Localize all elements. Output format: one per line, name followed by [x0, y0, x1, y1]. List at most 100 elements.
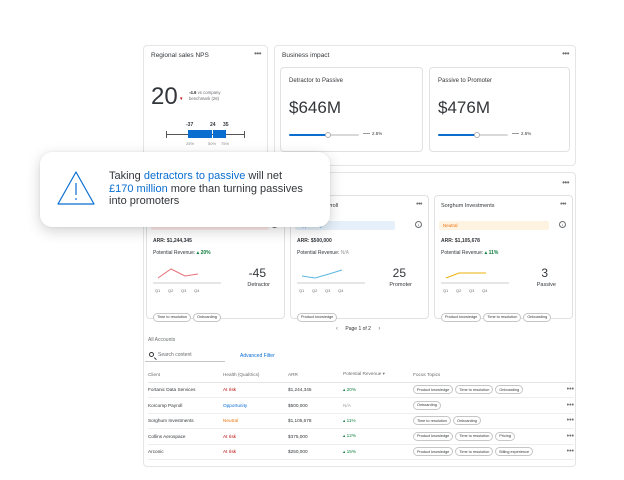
nps-category: Promoter [389, 282, 412, 288]
client-cell[interactable]: Korcomp Payroll [148, 397, 223, 414]
topic-tag[interactable]: Time to resolution [413, 416, 452, 426]
topic-tag[interactable]: Onboarding [523, 312, 552, 322]
column-header[interactable]: Health (Qualtrics) [223, 367, 288, 383]
arr-cell: $500,000 [288, 397, 343, 414]
arr-cell: $250,000 [288, 444, 343, 460]
topic-tag[interactable]: Time to resolution [455, 385, 494, 395]
next-page-button[interactable]: › [378, 326, 381, 332]
metric-card-detractor-to-passive[interactable]: Detractor to Passive $646M 2.5% [280, 67, 423, 152]
callout-highlight: detractors to passive [143, 170, 246, 182]
table-header: Client Health (Qualtrics) ARR Potential … [148, 367, 574, 383]
accounts-table: Client Health (Qualtrics) ARR Potential … [148, 367, 574, 460]
more-icon[interactable]: ••• [254, 49, 261, 58]
table-row[interactable]: Korcomp Payroll Opportunity $500,000 N/A Onb… [148, 397, 574, 414]
nps-note-lead: vs company [197, 90, 221, 95]
nps-score: 25 [392, 266, 406, 280]
health-cell: At risk [223, 382, 288, 398]
column-header[interactable]: ARR [288, 367, 343, 383]
more-icon[interactable]: ••• [562, 444, 574, 460]
metric-value: $646M [289, 98, 341, 117]
client-cell[interactable]: Sorghum Investments [148, 413, 223, 429]
column-header[interactable]: Client [148, 367, 223, 383]
sort-down-icon[interactable]: ▾ [382, 371, 385, 377]
page-indicator: Page 1 of 2 [345, 326, 371, 332]
account-arr: ARR: $500,000 [297, 238, 332, 244]
search-input[interactable]: Search content [145, 349, 225, 362]
potrev-value: N/A [340, 250, 349, 256]
table-row[interactable]: Fortanic Data Services At risk $1,244,345 ▴… [148, 382, 574, 398]
advanced-filter-link[interactable]: Advanced Filter [240, 353, 275, 359]
callout-text: Taking detractors to passive will net £1… [109, 170, 303, 207]
box-label: 35 [223, 122, 229, 128]
prev-page-button[interactable]: ‹ [336, 326, 338, 332]
account-card[interactable]: ayroll ••• Opportunity i ARR: $500,000 P… [290, 195, 429, 322]
more-icon[interactable]: ••• [562, 382, 574, 398]
table-row[interactable]: Arconic At risk $250,000 ▴ 15% Product knowl… [148, 444, 574, 460]
info-icon[interactable]: i [415, 221, 422, 228]
topic-tag[interactable]: Onboarding [413, 400, 441, 410]
potrev-value: 20% [200, 250, 211, 256]
potrev-label: Potential Revenue: [441, 250, 484, 256]
metric-slider[interactable] [438, 132, 508, 138]
arr-cell: $375,000 [288, 428, 343, 445]
topic-tag[interactable]: Time to resolution [455, 447, 494, 457]
focus-topics-cell: Onboarding [413, 397, 562, 414]
more-icon[interactable]: ••• [562, 397, 574, 414]
info-icon[interactable]: i [559, 221, 566, 228]
nps-score: 3 [541, 266, 548, 280]
topic-tags: Product knowledge [297, 305, 339, 323]
metric-card-passive-to-promoter[interactable]: Passive to Promoter $476M 2.5% [429, 67, 570, 152]
nps-score: -45 [248, 266, 266, 280]
table-row[interactable]: Sorghum Investments Neutral $1,105,678 ▴ 11… [148, 413, 574, 429]
potential-revenue-cell: ▴ 11% [343, 413, 413, 429]
potential-revenue-cell: ▴ 15% [343, 444, 413, 460]
topic-tag[interactable]: Billing experience [495, 447, 534, 457]
insight-callout: Taking detractors to passive will net £1… [40, 152, 330, 227]
topic-tag[interactable]: Product knowledge [413, 385, 454, 395]
topic-tag[interactable]: Product knowledge [441, 312, 482, 322]
metric-slider-knob[interactable] [474, 132, 480, 138]
account-name: Sorghum Investments [441, 203, 495, 209]
topic-tags: Product knowledge Time to resolution Onboa… [441, 305, 553, 323]
more-icon[interactable]: ••• [562, 413, 574, 429]
potential-revenue-cell: N/A [343, 397, 413, 414]
column-header[interactable]: Potential Revenue ▾ [343, 367, 413, 383]
quarter-labels: Q1 Q2 Q3 Q4 [155, 288, 200, 293]
metric-slider[interactable] [289, 132, 359, 138]
quarter-labels: Q1 Q2 Q3 Q4 [299, 288, 344, 293]
nps-note-rest: benchmark (26) [189, 95, 220, 101]
metric-slider-knob[interactable] [325, 132, 331, 138]
potrev-value: 11% [488, 250, 499, 256]
nps-card-title: Regional sales NPS [151, 52, 209, 59]
more-icon[interactable]: ••• [562, 49, 569, 58]
potrev-arrow: ▴ [484, 250, 488, 256]
topic-tag[interactable]: Onboarding [193, 312, 221, 322]
metric-title: Passive to Promoter [438, 78, 493, 84]
more-icon[interactable]: ••• [562, 428, 574, 445]
client-cell[interactable]: Arconic [148, 444, 223, 460]
topic-tag[interactable]: Product knowledge [413, 431, 454, 441]
topic-tag[interactable]: Product knowledge [297, 312, 338, 322]
table-row[interactable]: Collins Aerospace At risk $375,000 ▴ 12% Pro… [148, 428, 574, 445]
topic-tag[interactable]: Pricing [495, 431, 515, 441]
business-impact-title: Business impact [282, 52, 330, 59]
arr-cell: $1,244,345 [288, 382, 343, 398]
topic-tag[interactable]: Time to resolution [153, 312, 192, 322]
topic-tag[interactable]: Product knowledge [413, 447, 454, 457]
topic-tag[interactable]: Onboarding [495, 385, 524, 395]
column-header[interactable]: Focus Topics [413, 367, 562, 383]
all-accounts-title: All Accounts [148, 337, 176, 343]
more-icon[interactable]: ••• [562, 178, 569, 187]
topic-tag[interactable]: Time to resolution [483, 312, 522, 322]
client-cell[interactable]: Fortanic Data Services [148, 382, 223, 398]
more-icon[interactable]: ••• [416, 201, 422, 208]
topic-tag[interactable]: Onboarding [453, 416, 481, 426]
client-cell[interactable]: Collins Aerospace [148, 428, 223, 445]
trend-chart [153, 268, 221, 284]
topic-tag[interactable]: Time to resolution [455, 431, 494, 441]
more-icon[interactable]: ••• [560, 201, 566, 208]
account-arr: ARR: $1,244,345 [153, 238, 192, 244]
pagination: ‹ Page 1 of 2 › [330, 326, 386, 332]
metric-title: Detractor to Passive [289, 78, 344, 84]
account-card[interactable]: Sorghum Investments ••• Neutral i ARR: $… [434, 195, 573, 322]
